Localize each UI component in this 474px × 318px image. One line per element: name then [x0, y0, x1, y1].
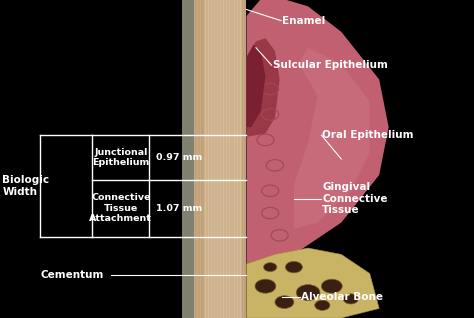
Text: Sulcular Epithelium: Sulcular Epithelium: [273, 60, 387, 70]
Circle shape: [321, 279, 342, 293]
Circle shape: [296, 285, 320, 301]
Text: Gingival
Connective
Tissue: Gingival Connective Tissue: [322, 182, 388, 215]
Polygon shape: [246, 38, 280, 137]
Circle shape: [255, 279, 276, 293]
Text: Biologic
Width: Biologic Width: [2, 175, 49, 197]
Text: Cementum: Cementum: [40, 270, 104, 280]
Polygon shape: [246, 0, 389, 264]
Polygon shape: [182, 0, 194, 318]
Circle shape: [264, 263, 277, 272]
Text: Enamel: Enamel: [282, 16, 325, 26]
Text: Connective
Tissue
Attachment: Connective Tissue Attachment: [90, 193, 152, 223]
Text: 1.07 mm: 1.07 mm: [156, 204, 203, 213]
Polygon shape: [246, 45, 265, 127]
Text: 0.97 mm: 0.97 mm: [156, 153, 203, 162]
Text: Oral Epithelium: Oral Epithelium: [322, 130, 414, 140]
Text: Junctional
Epithelium: Junctional Epithelium: [92, 148, 149, 167]
Circle shape: [285, 261, 302, 273]
Polygon shape: [294, 48, 370, 229]
Polygon shape: [246, 248, 379, 318]
Circle shape: [275, 296, 294, 308]
Polygon shape: [204, 0, 242, 318]
Polygon shape: [194, 0, 246, 318]
Text: Alveolar Bone: Alveolar Bone: [301, 292, 383, 302]
Circle shape: [343, 294, 358, 304]
Circle shape: [315, 300, 330, 310]
